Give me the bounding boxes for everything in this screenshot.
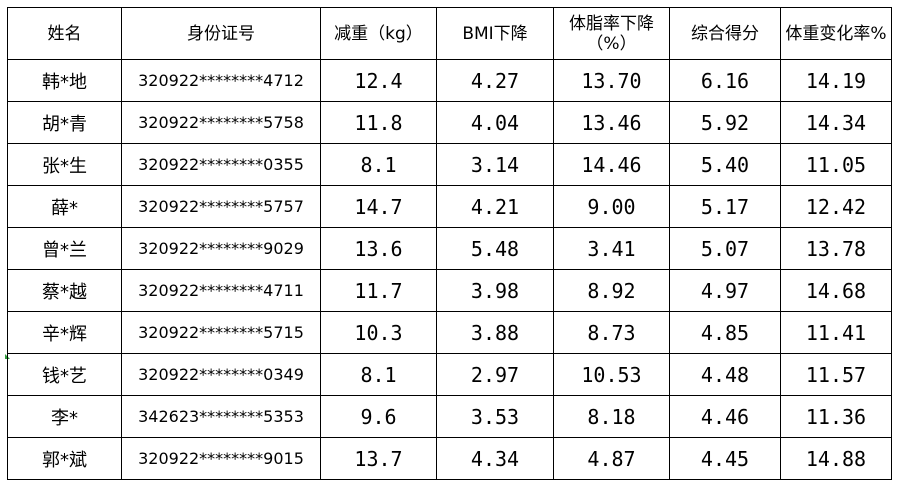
cell-bmi-drop: 4.21 [436, 185, 554, 228]
table-row: 胡*青 320922********5758 11.8 4.04 13.46 5… [7, 101, 892, 144]
cell-bmi-drop: 3.53 [436, 395, 554, 438]
cell-score: 4.45 [669, 437, 781, 480]
cell-weight-loss: 8.1 [320, 143, 437, 186]
results-table-container: 姓名 身份证号 减重（kg） BMI下降 体脂率下降（%） 综合得分 体重变化率… [7, 7, 892, 480]
cell-weight-change-rate: 11.57 [780, 353, 892, 396]
cell-score: 6.16 [669, 59, 781, 102]
cell-weight-loss: 14.7 [320, 185, 437, 228]
cell-weight-change-rate: 11.05 [780, 143, 892, 186]
cell-name: 薛* [7, 185, 122, 228]
cell-weight-change-rate: 11.36 [780, 395, 892, 438]
cell-body-fat-drop: 8.73 [553, 311, 670, 354]
cell-id: 320922********4711 [121, 269, 321, 312]
table-row: 张*生 320922********0355 8.1 3.14 14.46 5.… [7, 143, 892, 186]
cell-score: 5.17 [669, 185, 781, 228]
table-row: 薛* 320922********5757 14.7 4.21 9.00 5.1… [7, 185, 892, 228]
cell-bmi-drop: 3.98 [436, 269, 554, 312]
cell-score: 5.92 [669, 101, 781, 144]
table-row: 郭*斌 320922********9015 13.7 4.34 4.87 4.… [7, 437, 892, 480]
table-row: 李* 342623********5353 9.6 3.53 8.18 4.46… [7, 395, 892, 438]
cell-name: 曾*兰 [7, 227, 122, 270]
cell-body-fat-drop: 10.53 [553, 353, 670, 396]
cell-id: 320922********5758 [121, 101, 321, 144]
cell-weight-change-rate: 14.19 [780, 59, 892, 102]
cell-bmi-drop: 3.88 [436, 311, 554, 354]
cell-weight-loss: 8.1 [320, 353, 437, 396]
header-bmi-drop: BMI下降 [436, 7, 554, 60]
cell-score: 4.48 [669, 353, 781, 396]
cell-body-fat-drop: 4.87 [553, 437, 670, 480]
header-weight-change-rate: 体重变化率% [780, 7, 892, 60]
cell-body-fat-drop: 13.70 [553, 59, 670, 102]
cell-bmi-drop: 3.14 [436, 143, 554, 186]
cell-weight-loss: 13.7 [320, 437, 437, 480]
cell-weight-change-rate: 12.42 [780, 185, 892, 228]
cell-name: 钱*艺 [7, 353, 122, 396]
cell-id: 320922********9015 [121, 437, 321, 480]
header-body-fat-drop: 体脂率下降（%） [553, 7, 670, 60]
cell-name: 胡*青 [7, 101, 122, 144]
cell-id: 320922********9029 [121, 227, 321, 270]
cell-weight-change-rate: 11.41 [780, 311, 892, 354]
table-row: 曾*兰 320922********9029 13.6 5.48 3.41 5.… [7, 227, 892, 270]
cell-id: 320922********0349 [121, 353, 321, 396]
cell-weight-change-rate: 13.78 [780, 227, 892, 270]
cell-score: 5.07 [669, 227, 781, 270]
cell-weight-loss: 12.4 [320, 59, 437, 102]
cell-weight-change-rate: 14.88 [780, 437, 892, 480]
header-score: 综合得分 [669, 7, 781, 60]
cell-weight-loss: 10.3 [320, 311, 437, 354]
cell-weight-loss: 11.8 [320, 101, 437, 144]
cell-weight-loss: 11.7 [320, 269, 437, 312]
cell-name: 韩*地 [7, 59, 122, 102]
cell-body-fat-drop: 8.92 [553, 269, 670, 312]
table-row: 蔡*越 320922********4711 11.7 3.98 8.92 4.… [7, 269, 892, 312]
table-header-row: 姓名 身份证号 减重（kg） BMI下降 体脂率下降（%） 综合得分 体重变化率… [7, 7, 892, 60]
header-id: 身份证号 [121, 7, 321, 60]
cell-name: 张*生 [7, 143, 122, 186]
cell-weight-change-rate: 14.34 [780, 101, 892, 144]
table-row: 辛*辉 320922********5715 10.3 3.88 8.73 4.… [7, 311, 892, 354]
header-name: 姓名 [7, 7, 122, 60]
table-row: 钱*艺 320922********0349 8.1 2.97 10.53 4.… [7, 353, 892, 396]
cell-name: 蔡*越 [7, 269, 122, 312]
cell-name: 郭*斌 [7, 437, 122, 480]
cell-weight-loss: 13.6 [320, 227, 437, 270]
cell-id: 320922********0355 [121, 143, 321, 186]
cell-weight-change-rate: 14.68 [780, 269, 892, 312]
cell-bmi-drop: 5.48 [436, 227, 554, 270]
cell-bmi-drop: 4.34 [436, 437, 554, 480]
table-row: 韩*地 320922********4712 12.4 4.27 13.70 6… [7, 59, 892, 102]
cell-score: 4.97 [669, 269, 781, 312]
cell-body-fat-drop: 14.46 [553, 143, 670, 186]
cell-body-fat-drop: 8.18 [553, 395, 670, 438]
cell-bmi-drop: 4.04 [436, 101, 554, 144]
cell-bmi-drop: 2.97 [436, 353, 554, 396]
cell-score: 4.46 [669, 395, 781, 438]
header-weight-loss: 减重（kg） [320, 7, 437, 60]
cell-id: 320922********5715 [121, 311, 321, 354]
cell-score: 4.85 [669, 311, 781, 354]
cell-bmi-drop: 4.27 [436, 59, 554, 102]
cell-id: 342623********5353 [121, 395, 321, 438]
cell-name: 李* [7, 395, 122, 438]
cell-body-fat-drop: 9.00 [553, 185, 670, 228]
cell-body-fat-drop: 13.46 [553, 101, 670, 144]
results-table: 姓名 身份证号 减重（kg） BMI下降 体脂率下降（%） 综合得分 体重变化率… [7, 7, 892, 480]
cell-weight-loss: 9.6 [320, 395, 437, 438]
cell-id: 320922********5757 [121, 185, 321, 228]
cell-name: 辛*辉 [7, 311, 122, 354]
cell-body-fat-drop: 3.41 [553, 227, 670, 270]
cell-id: 320922********4712 [121, 59, 321, 102]
cell-score: 5.40 [669, 143, 781, 186]
